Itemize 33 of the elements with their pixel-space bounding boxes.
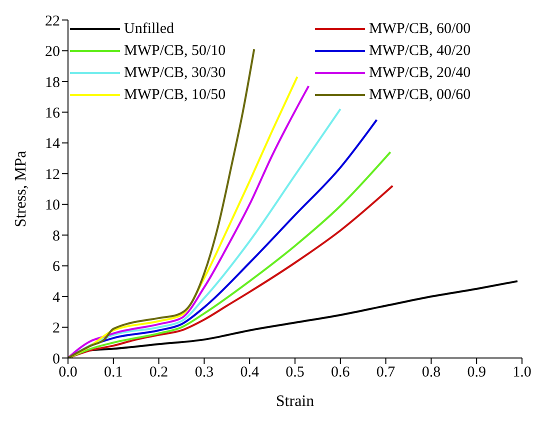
legend-label: MWP/CB, 40/20 bbox=[369, 42, 471, 60]
y-tick-label: 20 bbox=[45, 44, 60, 60]
x-tick-label: 0.5 bbox=[286, 364, 304, 381]
x-tick-label: 0.2 bbox=[149, 364, 168, 381]
x-tick-label: 1.0 bbox=[512, 364, 532, 381]
x-tick-label: 0.9 bbox=[467, 364, 486, 381]
x-tick-label: 0.6 bbox=[331, 364, 350, 381]
y-tick-label: 16 bbox=[45, 106, 60, 122]
legend-label: MWP/CB, 20/40 bbox=[369, 64, 471, 82]
x-tick-label: 0.7 bbox=[376, 364, 396, 381]
y-tick-label: 6 bbox=[52, 259, 60, 276]
x-tick-label: 0.0 bbox=[58, 364, 78, 381]
y-tick-label: 10 bbox=[45, 198, 60, 214]
legend-label: MWP/CB, 10/50 bbox=[124, 86, 226, 104]
y-axis-title: Stress, MPa bbox=[12, 150, 30, 228]
y-tick-label: 18 bbox=[45, 74, 60, 91]
x-tick-label: 0.8 bbox=[422, 364, 441, 381]
x-tick-label: 0.3 bbox=[194, 364, 214, 381]
x-axis-title: Strain bbox=[276, 393, 314, 410]
x-tick-label: 0.1 bbox=[104, 364, 123, 381]
y-tick-label: 14 bbox=[45, 136, 60, 152]
y-tick-label: 2 bbox=[52, 320, 60, 337]
legend-label: MWP/CB, 60/00 bbox=[369, 20, 471, 38]
legend-label: MWP/CB, 30/30 bbox=[124, 64, 226, 82]
legend-label: MWP/CB, 50/10 bbox=[124, 42, 226, 60]
y-tick-label: 4 bbox=[52, 290, 60, 306]
y-tick-label: 8 bbox=[52, 228, 60, 244]
y-tick-label: 22 bbox=[45, 13, 60, 30]
legend-label: Unfilled bbox=[124, 20, 174, 38]
x-tick-label: 0.4 bbox=[240, 364, 260, 381]
y-tick-label: 12 bbox=[45, 166, 60, 183]
y-tick-label: 0 bbox=[52, 351, 60, 368]
legend-label: MWP/CB, 00/60 bbox=[369, 86, 471, 104]
